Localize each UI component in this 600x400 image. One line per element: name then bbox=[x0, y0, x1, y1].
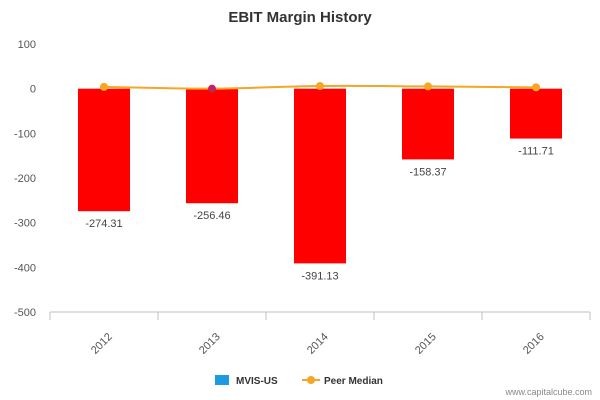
y-tick-label: -300 bbox=[14, 218, 36, 230]
y-tick-label: -500 bbox=[14, 307, 36, 319]
legend-label-peer: Peer Median bbox=[324, 376, 383, 387]
x-tick-label: 2014 bbox=[305, 331, 331, 357]
bar-2016[interactable] bbox=[510, 88, 562, 139]
data-label-2014: -391.13 bbox=[301, 270, 338, 282]
peer-median-point-2015[interactable] bbox=[424, 82, 432, 91]
legend[interactable]: MVIS-US Peer Median bbox=[215, 375, 383, 387]
legend-swatch-mvis bbox=[215, 375, 229, 385]
y-tick-label: 100 bbox=[18, 39, 36, 51]
x-tick-label: 2016 bbox=[521, 331, 547, 357]
x-tick-label: 2012 bbox=[89, 331, 115, 357]
peer-median-series bbox=[100, 81, 540, 93]
y-tick-label: -200 bbox=[14, 173, 36, 185]
peer-median-point-2012[interactable] bbox=[100, 82, 108, 91]
credit-text[interactable]: www.capitalcube.com bbox=[504, 387, 592, 397]
peer-median-point-2013[interactable] bbox=[208, 84, 216, 93]
bar-2013[interactable] bbox=[186, 88, 238, 204]
data-labels: -274.31 -256.46 -391.13 -158.37 -111.71 bbox=[85, 146, 554, 283]
x-axis: 2012 2013 2014 2015 2016 bbox=[49, 312, 591, 357]
x-tick-label: 2015 bbox=[413, 331, 439, 357]
peer-median-point-2016[interactable] bbox=[532, 83, 540, 92]
data-label-2013: -256.46 bbox=[193, 210, 230, 222]
bar-2015[interactable] bbox=[402, 88, 454, 160]
y-tick-label: -400 bbox=[14, 262, 36, 274]
peer-median-point-2014[interactable] bbox=[316, 81, 324, 90]
x-tick-label: 2013 bbox=[197, 331, 223, 357]
legend-swatch-peer-marker bbox=[307, 376, 315, 384]
legend-label-mvis: MVIS-US bbox=[236, 376, 278, 387]
bar-series bbox=[78, 88, 562, 264]
y-axis: 100 0 -100 -200 -300 -400 -500 bbox=[14, 39, 36, 319]
y-tick-label: 0 bbox=[30, 84, 36, 96]
bar-2012[interactable] bbox=[78, 88, 130, 212]
data-label-2015: -158.37 bbox=[409, 166, 446, 178]
data-label-2016: -111.71 bbox=[518, 146, 554, 158]
chart-title: EBIT Margin History bbox=[228, 9, 372, 26]
data-label-2012: -274.31 bbox=[85, 218, 122, 230]
y-tick-label: -100 bbox=[14, 128, 36, 140]
bar-2014[interactable] bbox=[294, 88, 346, 264]
